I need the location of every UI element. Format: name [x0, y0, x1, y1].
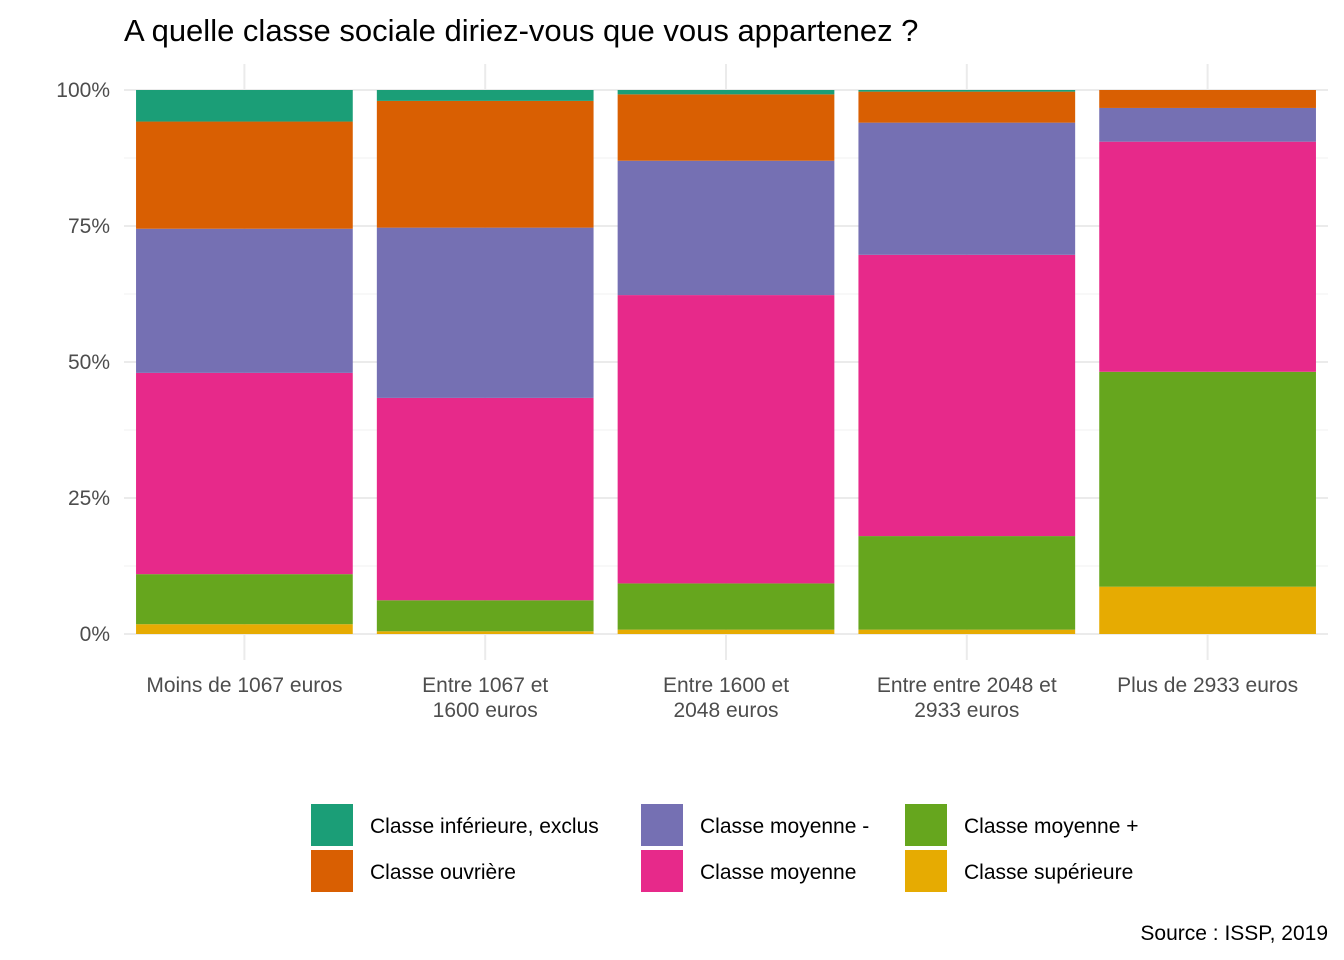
- x-axis: Moins de 1067 euros Entre 1067 et 1600 eur…: [146, 674, 1298, 722]
- x-tick-label-line: 2048 euros: [673, 699, 778, 722]
- bar-segment: [858, 254, 1076, 537]
- x-tick-label-line: 1600 euros: [433, 699, 538, 722]
- bar-segment: [617, 160, 835, 296]
- bars: [136, 90, 1316, 634]
- x-tick-label: Entre entre 2048 et 2933 euros: [877, 674, 1057, 722]
- x-tick-label: Moins de 1067 euros: [146, 674, 342, 697]
- chart-title: A quelle classe sociale diriez-vous que …: [124, 13, 918, 48]
- legend-key: [641, 850, 683, 892]
- bar-segment: [136, 372, 353, 575]
- legend-key: [311, 804, 353, 846]
- chart-caption: Source : ISSP, 2019: [1140, 922, 1328, 945]
- y-tick-label: 0%: [80, 623, 110, 646]
- bar-segment: [1099, 371, 1316, 587]
- legend-label: Classe supérieure: [964, 861, 1133, 884]
- y-tick-label: 25%: [68, 487, 110, 510]
- y-tick-label: 50%: [68, 351, 110, 374]
- y-axis: 0% 25% 50% 75% 100%: [56, 79, 110, 646]
- bar-segment: [858, 629, 1076, 634]
- legend-key: [641, 804, 683, 846]
- legend: Classe inférieure, exclus Classe ouvrière…: [311, 804, 1139, 892]
- bar-segment: [617, 94, 835, 161]
- legend-label: Classe moyenne +: [964, 815, 1139, 838]
- legend-label: Classe moyenne: [700, 861, 856, 884]
- legend-key: [905, 850, 947, 892]
- bar-segment: [1099, 90, 1316, 108]
- legend-key: [905, 804, 947, 846]
- bar-segment: [1099, 141, 1316, 372]
- x-tick-label-line: Plus de 2933 euros: [1117, 674, 1298, 697]
- bar-segment: [136, 121, 353, 229]
- bar-segment: [617, 583, 835, 630]
- bar-segment: [376, 631, 594, 634]
- bar-segment: [376, 600, 594, 632]
- x-tick-label: Entre 1600 et 2048 euros: [663, 674, 789, 722]
- bar-segment: [376, 397, 594, 601]
- bar-segment: [617, 295, 835, 584]
- bar-segment: [858, 91, 1076, 123]
- bar-segment: [858, 122, 1076, 255]
- bar-segment: [376, 227, 594, 398]
- legend-key: [311, 850, 353, 892]
- x-tick-label-line: Entre entre 2048 et: [877, 674, 1057, 697]
- x-tick-label-line: Moins de 1067 euros: [146, 674, 342, 697]
- x-tick-label-line: 2933 euros: [914, 699, 1019, 722]
- bar-segment: [617, 90, 835, 95]
- x-tick-label: Entre 1067 et 1600 euros: [422, 674, 548, 722]
- x-tick-label-line: Entre 1067 et: [422, 674, 548, 697]
- y-tick-label: 100%: [56, 79, 110, 102]
- bar-segment: [136, 574, 353, 625]
- bar-segment: [376, 100, 594, 228]
- legend-label: Classe ouvrière: [370, 861, 516, 884]
- bar-segment: [136, 228, 353, 373]
- bar-segment: [136, 90, 353, 122]
- legend-label: Classe inférieure, exclus: [370, 815, 599, 838]
- bar-segment: [136, 624, 353, 634]
- bar-segment: [858, 90, 1076, 92]
- bar-segment: [1099, 107, 1316, 142]
- bar-segment: [617, 629, 835, 634]
- x-tick-label: Plus de 2933 euros: [1117, 674, 1298, 697]
- bar-segment: [858, 536, 1076, 630]
- bar-segment: [1099, 586, 1316, 634]
- x-tick-label-line: Entre 1600 et: [663, 674, 789, 697]
- y-tick-label: 75%: [68, 215, 110, 238]
- bar-segment: [376, 90, 594, 101]
- legend-label: Classe moyenne -: [700, 815, 869, 838]
